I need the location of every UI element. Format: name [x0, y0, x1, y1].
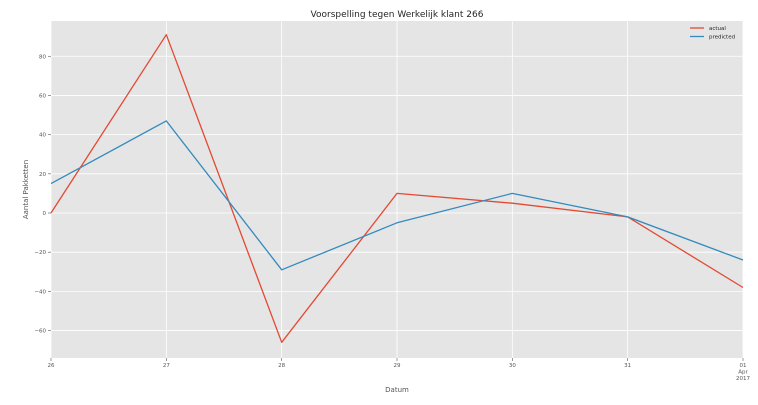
y-tick-label: 20: [39, 172, 46, 178]
legend-label-predicted: predicted: [709, 35, 735, 41]
chart-title: Voorspelling tegen Werkelijk klant 266: [311, 10, 484, 20]
y-axis-label: Aantal Pakketten: [22, 160, 30, 219]
x-tick-label: 30: [509, 363, 516, 369]
x-axis-ticks: 26 27 28 29 30 31 01 Apr 2017: [48, 358, 750, 382]
legend-label-actual: actual: [709, 26, 726, 32]
x-axis-label: Datum: [385, 386, 409, 394]
grid-lines: [50, 21, 744, 358]
y-tick-label: 40: [39, 133, 46, 139]
y-tick-label: −60: [34, 329, 46, 335]
x-tick-label: 26: [48, 363, 55, 369]
x-tick-label: 31: [624, 363, 631, 369]
legend: actual predicted: [690, 26, 735, 41]
y-axis-ticks: −60 −40 −20 0 20 40 60 80: [34, 54, 51, 335]
x-tick-label: 01 Apr 2017: [736, 363, 750, 382]
series-lines: [50, 34, 744, 343]
x-tick-label: 27: [163, 363, 170, 369]
y-tick-label: 0: [43, 211, 47, 217]
y-tick-label: 60: [39, 93, 46, 99]
x-tick-label: 29: [394, 363, 401, 369]
y-tick-label: −20: [34, 250, 46, 256]
x-tick-label: 28: [278, 363, 285, 369]
y-tick-label: −40: [34, 289, 46, 295]
y-tick-label: 80: [39, 54, 46, 60]
